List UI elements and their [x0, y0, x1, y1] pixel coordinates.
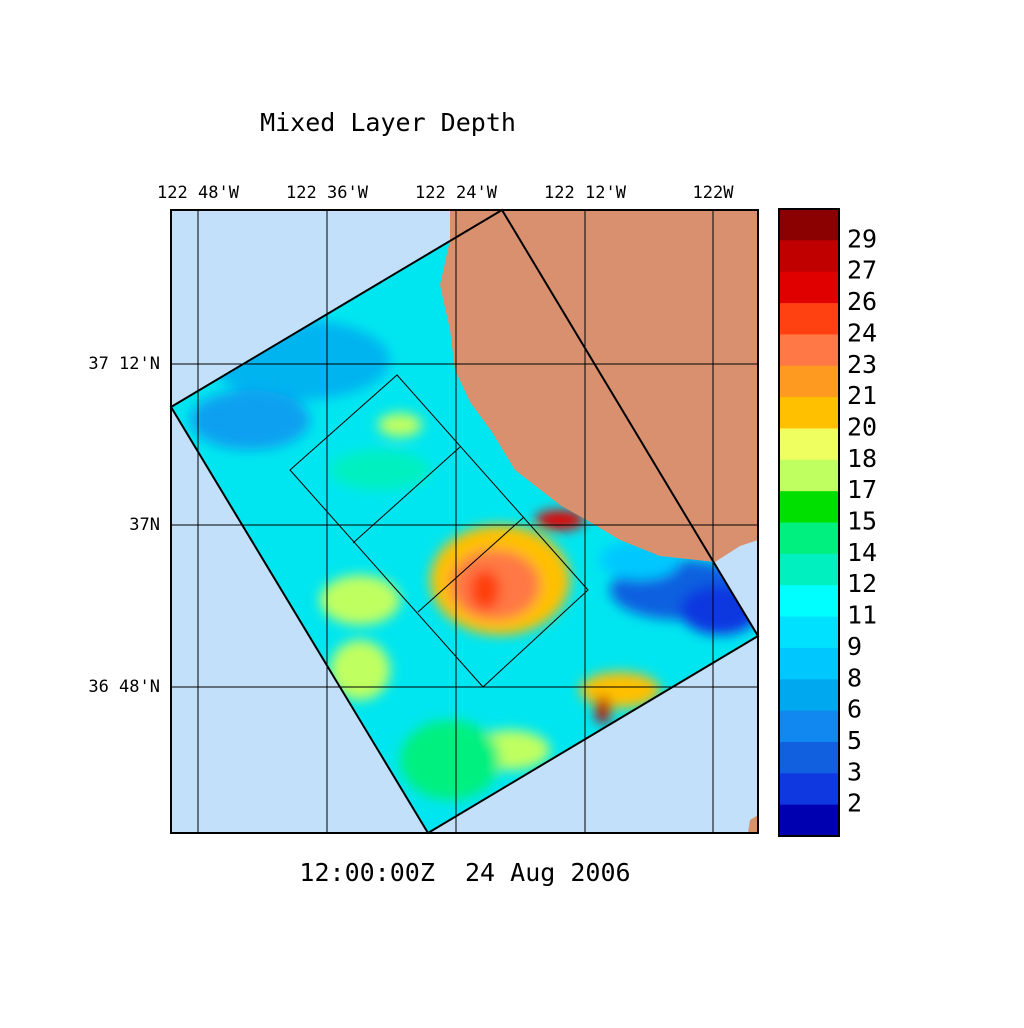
- colorbar-swatch: [779, 647, 839, 680]
- colorbar-swatch: [779, 616, 839, 649]
- colorbar-swatch: [779, 271, 839, 304]
- colorbar-frame: [778, 208, 840, 837]
- land: [440, 210, 758, 562]
- time-label: 12:00:00Z 24 Aug 2006: [299, 858, 630, 887]
- colorbar-label: 24: [847, 318, 877, 347]
- colorbar-label: 14: [847, 538, 877, 567]
- lon-label: 122 36'W: [286, 183, 369, 203]
- colorbar-swatch: [779, 741, 839, 774]
- colorbar-label: 3: [847, 757, 862, 786]
- colorbar-label: 29: [847, 224, 877, 253]
- colorbar-swatch: [779, 209, 839, 241]
- colorbar-label: 12: [847, 569, 877, 598]
- colorbar-label: 23: [847, 350, 877, 379]
- lon-label: 122 48'W: [157, 183, 240, 203]
- colorbar-swatch: [779, 553, 839, 586]
- colorbar-swatch: [779, 491, 839, 523]
- lat-label: 37N: [129, 515, 160, 535]
- colorbar-swatch: [779, 397, 839, 429]
- colorbar-label: 18: [847, 444, 877, 473]
- land: [748, 815, 758, 833]
- colorbar-label: 6: [847, 695, 862, 724]
- colorbar-label: 20: [847, 412, 877, 441]
- lon-label: 122 12'W: [544, 183, 627, 203]
- subdomain: [289, 374, 589, 688]
- lat-label: 37 12'N: [88, 354, 160, 374]
- colorbar-swatch: [779, 710, 839, 743]
- colorbar-label: 21: [847, 381, 877, 410]
- colorbar-swatch: [779, 773, 839, 806]
- colorbar-swatch: [779, 585, 839, 618]
- map-frame: [170, 209, 759, 834]
- colorbar-swatch: [779, 459, 839, 492]
- colorbar-swatch: [779, 240, 839, 273]
- lon-label: 122W: [693, 183, 735, 203]
- colorbar-label: 2: [847, 789, 862, 818]
- colorbar-label: 8: [847, 663, 862, 692]
- graticule: [171, 210, 758, 833]
- colorbar-label: 26: [847, 287, 877, 316]
- colorbar-label: 9: [847, 632, 862, 661]
- colorbar-swatch: [779, 804, 839, 837]
- field: [171, 210, 758, 833]
- colorbar-label: 5: [847, 726, 862, 755]
- colorbar-swatch: [779, 428, 839, 461]
- lat-label: 36 48'N: [88, 677, 160, 697]
- colorbar-swatch: [779, 334, 839, 367]
- colorbar-swatch: [779, 522, 839, 555]
- colorbar-swatch: [779, 303, 839, 335]
- colorbar-label: 27: [847, 256, 877, 285]
- colorbar-label: 17: [847, 475, 877, 504]
- colorbar-swatch: [779, 679, 839, 712]
- title: Mixed Layer Depth: [260, 108, 516, 137]
- colorbar-label: 11: [847, 601, 877, 630]
- colorbar-label: 15: [847, 507, 877, 536]
- lon-label: 122 24'W: [415, 183, 498, 203]
- colorbar-swatch: [779, 365, 839, 398]
